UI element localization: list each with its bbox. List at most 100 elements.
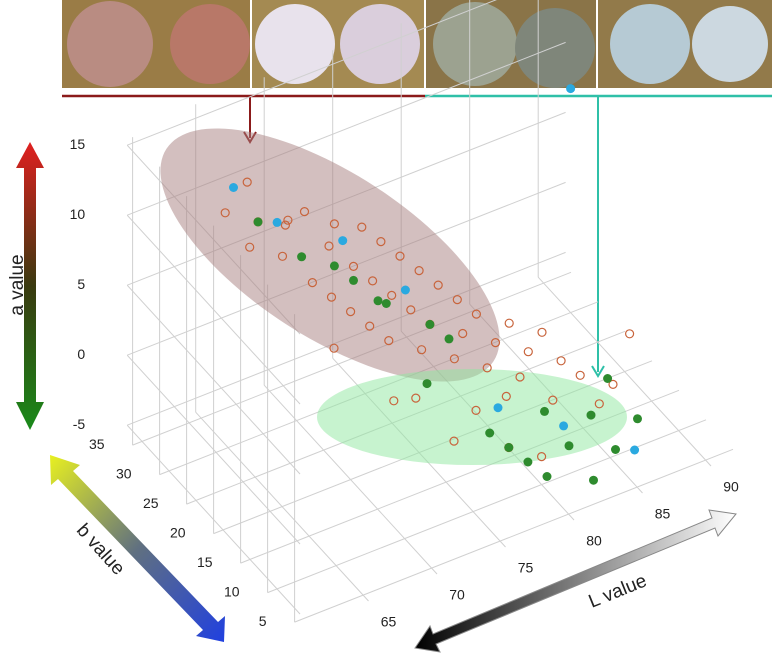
- z-tick-label: 35: [89, 436, 105, 452]
- point: [425, 319, 435, 329]
- x-tick-label: 85: [655, 506, 671, 522]
- point: [482, 363, 492, 373]
- cluster-ellipse: [160, 128, 500, 382]
- point: [501, 391, 511, 401]
- points: [220, 84, 642, 485]
- x-tick-label: 80: [586, 533, 602, 549]
- point: [272, 217, 282, 227]
- point: [245, 242, 255, 252]
- point: [400, 285, 410, 295]
- y-tick-label: 5: [77, 276, 85, 292]
- point: [297, 252, 307, 262]
- tick-labels: -5 0 5 10 15 65 70 75 80 85 90 5 10 15 20 25 30 35: [70, 136, 739, 630]
- y-tick-label: 0: [77, 346, 85, 362]
- l-arrow: [414, 509, 737, 653]
- point: [493, 403, 503, 413]
- point: [559, 421, 569, 431]
- point: [452, 295, 462, 305]
- point: [566, 84, 576, 94]
- y-axis-label: a value: [7, 254, 28, 315]
- point: [633, 414, 642, 424]
- point: [368, 276, 378, 286]
- point: [384, 336, 394, 346]
- z-tick-label: 25: [143, 495, 159, 511]
- point: [229, 183, 238, 192]
- point: [376, 237, 386, 247]
- point: [611, 445, 620, 454]
- point: [575, 370, 585, 380]
- z-tick-label: 15: [197, 554, 213, 570]
- x-tick-label: 70: [449, 587, 465, 603]
- point: [537, 327, 547, 337]
- point: [444, 334, 454, 344]
- point: [504, 443, 514, 452]
- point: [485, 428, 495, 438]
- point: [346, 307, 356, 317]
- x-tick-label: 65: [381, 614, 397, 630]
- point: [504, 318, 514, 328]
- point: [523, 457, 533, 467]
- x-tick-label: 90: [723, 479, 739, 495]
- point: [422, 379, 432, 389]
- y-tick-label: 15: [70, 136, 86, 152]
- point: [389, 396, 399, 406]
- b-arrow: [50, 455, 225, 642]
- point: [253, 217, 263, 227]
- point: [357, 222, 367, 232]
- point: [277, 251, 288, 261]
- a-arrow: [16, 142, 44, 430]
- point: [349, 275, 358, 285]
- point: [365, 321, 375, 331]
- point: [548, 395, 558, 405]
- point: [490, 338, 501, 348]
- point: [220, 208, 230, 218]
- z-tick-label: 30: [116, 465, 132, 481]
- point: [406, 305, 416, 315]
- point: [307, 278, 317, 288]
- point: [411, 393, 421, 403]
- point: [471, 309, 481, 319]
- point: [471, 405, 481, 415]
- x-tick-label: 75: [518, 560, 534, 576]
- point: [433, 280, 443, 290]
- point: [586, 410, 596, 420]
- grid-line: [294, 448, 734, 623]
- point: [594, 399, 604, 409]
- point: [417, 345, 427, 355]
- point: [414, 266, 424, 276]
- point: [603, 374, 613, 383]
- point: [542, 472, 552, 481]
- point: [329, 261, 339, 271]
- point: [540, 406, 549, 416]
- point: [242, 177, 252, 187]
- z-tick-label: 5: [259, 613, 267, 629]
- point: [536, 452, 547, 462]
- point: [338, 236, 348, 246]
- point: [515, 372, 525, 382]
- point: [449, 436, 459, 446]
- point: [280, 220, 290, 230]
- point: [523, 347, 533, 357]
- point: [387, 290, 397, 300]
- point: [395, 251, 405, 261]
- grid-line: [127, 0, 497, 146]
- point: [449, 354, 459, 364]
- point: [589, 475, 598, 485]
- z-tick-label: 10: [224, 583, 240, 599]
- point: [329, 343, 339, 353]
- point: [556, 356, 566, 366]
- point: [381, 299, 391, 308]
- cluster-ellipse: [317, 369, 627, 465]
- point: [348, 261, 359, 271]
- point: [324, 241, 334, 251]
- point: [326, 292, 337, 302]
- pointer-head: [591, 365, 605, 378]
- point: [624, 329, 635, 339]
- point: [630, 445, 640, 455]
- point: [564, 441, 574, 451]
- point: [329, 219, 339, 229]
- y-tick-label: 10: [70, 206, 86, 222]
- point: [283, 215, 293, 225]
- z-tick-label: 20: [170, 524, 186, 540]
